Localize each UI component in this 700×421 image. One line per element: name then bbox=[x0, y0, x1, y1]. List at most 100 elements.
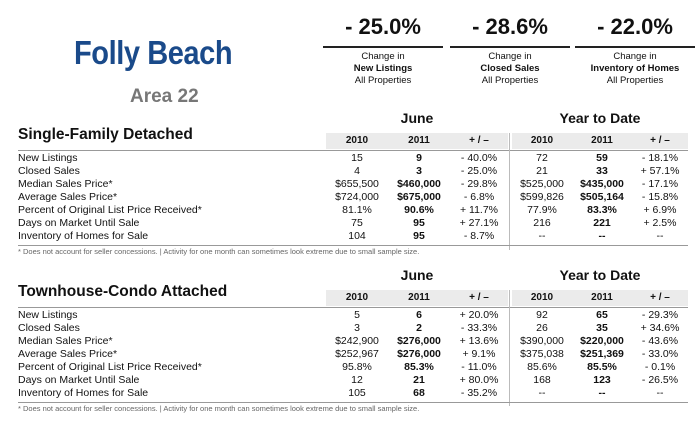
column-header: 2010 bbox=[530, 135, 554, 146]
row-label: Inventory of Homes for Sale bbox=[18, 230, 149, 242]
kpi-divider bbox=[575, 46, 695, 48]
cell: 9 bbox=[416, 152, 422, 164]
cell: 95 bbox=[413, 217, 425, 229]
cell: 85.5% bbox=[587, 361, 617, 373]
cell: 105 bbox=[348, 387, 366, 399]
cell: $251,369 bbox=[580, 348, 624, 360]
period-label-ytd: Year to Date bbox=[559, 110, 641, 126]
cell: 81.1% bbox=[342, 204, 372, 216]
cell: 92 bbox=[536, 309, 548, 321]
cell: - 40.0% bbox=[460, 152, 498, 164]
column-divider bbox=[509, 290, 510, 406]
cell: $599,826 bbox=[520, 191, 564, 203]
table-bottom-rule bbox=[18, 245, 688, 246]
cell: -- bbox=[656, 387, 664, 399]
kpi-metric: New Listings bbox=[353, 63, 413, 74]
cell: 68 bbox=[413, 387, 425, 399]
cell: 216 bbox=[533, 217, 551, 229]
cell: 90.6% bbox=[404, 204, 434, 216]
cell: 77.9% bbox=[527, 204, 557, 216]
cell: $276,000 bbox=[397, 335, 441, 347]
cell: $675,000 bbox=[397, 191, 441, 203]
row-label: Average Sales Price* bbox=[18, 348, 118, 360]
table-divider bbox=[18, 150, 688, 151]
cell: 75 bbox=[351, 217, 363, 229]
table-row: Median Sales Price* $242,900 $276,000 + … bbox=[18, 335, 688, 348]
kpi-scope: All Properties bbox=[354, 75, 412, 86]
cell: $460,000 bbox=[397, 178, 441, 190]
row-label: Inventory of Homes for Sale bbox=[18, 387, 149, 399]
cell: 5 bbox=[354, 309, 360, 321]
cell: - 0.1% bbox=[644, 361, 676, 373]
table-row: Inventory of Homes for Sale 105 68 - 35.… bbox=[18, 387, 688, 400]
cell: 4 bbox=[354, 165, 360, 177]
kpi-inventory: - 22.0% Change in Inventory of Homes All… bbox=[575, 12, 695, 87]
kpi-percent: - 25.0% bbox=[345, 14, 421, 39]
kpi-change-label: Change in bbox=[488, 51, 532, 62]
row-label: Median Sales Price* bbox=[18, 178, 113, 190]
row-label: Percent of Original List Price Received* bbox=[18, 361, 202, 373]
table-row: Median Sales Price* $655,500 $460,000 - … bbox=[18, 178, 688, 191]
cell: 3 bbox=[416, 165, 422, 177]
cell: $220,000 bbox=[580, 335, 624, 347]
table-row: Days on Market Until Sale 75 95 + 27.1% … bbox=[18, 217, 688, 230]
kpi-percent: - 22.0% bbox=[597, 14, 673, 39]
cell: - 35.2% bbox=[460, 387, 498, 399]
cell: 12 bbox=[351, 374, 363, 386]
table-row: Days on Market Until Sale 12 21 + 80.0% … bbox=[18, 374, 688, 387]
section-title-townhouse-condo: Townhouse-Condo Attached bbox=[18, 283, 228, 300]
row-label: Average Sales Price* bbox=[18, 191, 118, 203]
cell: $390,000 bbox=[520, 335, 564, 347]
column-header: + / – bbox=[650, 135, 670, 146]
table-header-month: 2010 2011 + / – bbox=[326, 290, 508, 306]
table-header-ytd: 2010 2011 + / – bbox=[512, 133, 688, 149]
table-row: Inventory of Homes for Sale 104 95 - 8.7… bbox=[18, 230, 688, 243]
page-title: Folly Beach bbox=[74, 34, 233, 71]
cell: 123 bbox=[593, 374, 611, 386]
row-label: New Listings bbox=[18, 152, 78, 164]
cell: 35 bbox=[596, 322, 608, 334]
cell: - 29.8% bbox=[460, 178, 498, 190]
cell: - 18.1% bbox=[641, 152, 679, 164]
cell: 26 bbox=[536, 322, 548, 334]
cell: $375,038 bbox=[520, 348, 564, 360]
cell: 65 bbox=[596, 309, 608, 321]
column-header: 2010 bbox=[345, 135, 369, 146]
cell: + 57.1% bbox=[640, 165, 680, 177]
cell: - 11.0% bbox=[461, 361, 497, 373]
cell: $525,000 bbox=[520, 178, 564, 190]
cell: -- bbox=[598, 230, 606, 242]
cell: 85.3% bbox=[404, 361, 434, 373]
column-header: 2011 bbox=[591, 135, 613, 146]
cell: $435,000 bbox=[580, 178, 624, 190]
cell: + 11.7% bbox=[459, 204, 499, 216]
kpi-change-label: Change in bbox=[361, 51, 405, 62]
cell: 72 bbox=[536, 152, 548, 164]
row-label: Closed Sales bbox=[18, 165, 80, 177]
cell: 104 bbox=[348, 230, 366, 242]
cell: $724,000 bbox=[335, 191, 379, 203]
cell: 83.3% bbox=[587, 204, 617, 216]
period-label-month: June bbox=[400, 110, 434, 126]
row-label: Closed Sales bbox=[18, 322, 80, 334]
table-header-month: 2010 2011 + / – bbox=[326, 133, 508, 149]
cell: + 27.1% bbox=[459, 217, 499, 229]
period-label-ytd: Year to Date bbox=[559, 267, 641, 283]
cell: $655,500 bbox=[335, 178, 379, 190]
table-row: Closed Sales 4 3 - 25.0% 21 33 + 57.1% bbox=[18, 165, 688, 178]
column-header: 2011 bbox=[591, 292, 613, 303]
cell: + 20.0% bbox=[459, 309, 499, 321]
column-header: 2010 bbox=[345, 292, 369, 303]
cell: 21 bbox=[413, 374, 425, 386]
cell: 59 bbox=[596, 152, 608, 164]
cell: + 2.5% bbox=[643, 217, 677, 229]
cell: $252,967 bbox=[335, 348, 379, 360]
table-header-ytd: 2010 2011 + / – bbox=[512, 290, 688, 306]
cell: 6 bbox=[416, 309, 422, 321]
kpi-metric: Closed Sales bbox=[480, 63, 540, 74]
cell: $505,164 bbox=[580, 191, 624, 203]
footnote: * Does not account for seller concession… bbox=[18, 247, 420, 256]
column-divider bbox=[509, 133, 510, 250]
column-header: + / – bbox=[469, 135, 489, 146]
cell: 3 bbox=[354, 322, 360, 334]
